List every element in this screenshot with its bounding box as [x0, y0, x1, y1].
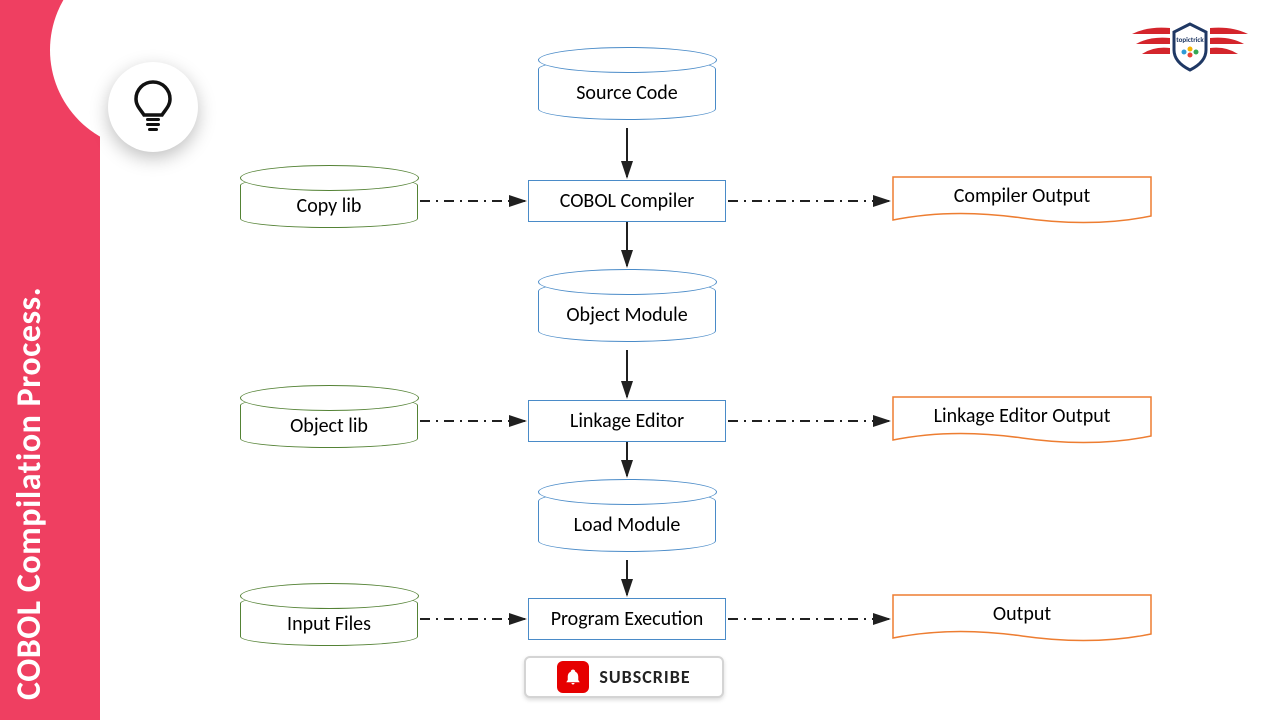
sidebar: COBOL Compilation Process.	[0, 0, 100, 720]
node-load-module: Load Module	[538, 490, 716, 552]
node-object-lib: Object lib	[240, 396, 418, 448]
node-source-code: Source Code	[538, 58, 716, 120]
node-cobol-compiler: COBOL Compiler	[528, 180, 726, 222]
node-program-execution: Program Execution	[528, 598, 726, 640]
label-program-execution: Program Execution	[551, 607, 704, 631]
wings-shield-icon: topictrick	[1130, 18, 1250, 78]
node-copy-lib: Copy lib	[240, 176, 418, 228]
label-cobol-compiler: COBOL Compiler	[560, 189, 695, 213]
sidebar-title: COBOL Compilation Process.	[9, 287, 50, 700]
node-compiler-output: Compiler Output	[892, 176, 1152, 220]
idea-bulb-circle	[108, 62, 198, 152]
node-linkage-editor: Linkage Editor	[528, 400, 726, 442]
logo-text: topictrick	[1176, 35, 1204, 44]
bell-icon	[557, 661, 589, 693]
brand-logo: topictrick	[1130, 18, 1250, 83]
label-object-module: Object Module	[566, 303, 687, 327]
label-output: Output	[892, 602, 1152, 626]
label-linkage-output: Linkage Editor Output	[892, 404, 1152, 428]
node-output: Output	[892, 594, 1152, 638]
label-compiler-output: Compiler Output	[892, 184, 1152, 208]
label-copy-lib: Copy lib	[297, 194, 362, 218]
lightbulb-icon	[129, 79, 177, 135]
node-linkage-output: Linkage Editor Output	[892, 396, 1152, 440]
label-source-code: Source Code	[576, 81, 678, 105]
label-linkage-editor: Linkage Editor	[570, 409, 684, 433]
subscribe-button[interactable]: SUBSCRIBE	[524, 656, 724, 698]
node-object-module: Object Module	[538, 280, 716, 342]
subscribe-label: SUBSCRIBE	[599, 666, 690, 688]
node-input-files: Input Files	[240, 594, 418, 646]
label-load-module: Load Module	[574, 513, 681, 537]
label-input-files: Input Files	[287, 612, 371, 636]
label-object-lib: Object lib	[290, 414, 368, 438]
